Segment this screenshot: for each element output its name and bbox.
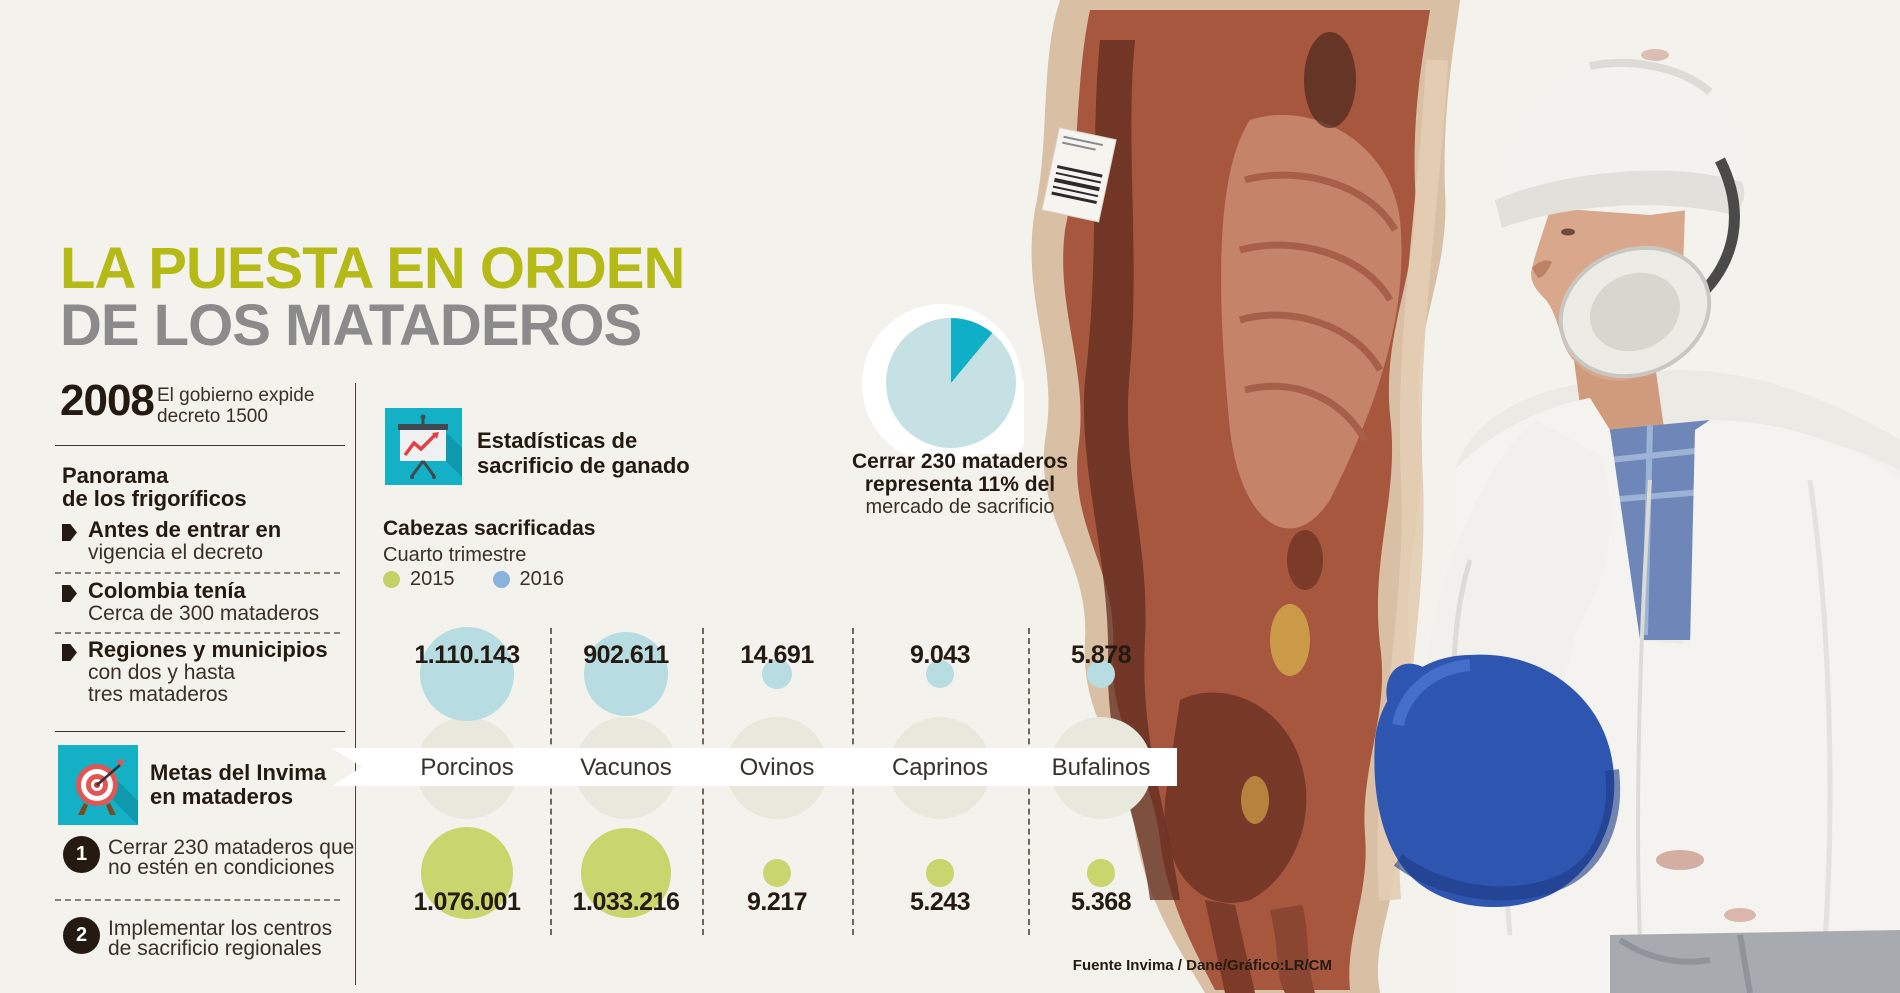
bullet-icon <box>62 644 77 661</box>
year-label: 2008 <box>60 376 155 425</box>
panorama-item-rest: vigencia el decreto <box>88 541 264 564</box>
chart-legend: 2015 2016 <box>383 568 592 591</box>
value-2016-ovinos: 14.691 <box>740 641 814 669</box>
bubble-2015-bufalinos <box>1087 859 1115 887</box>
value-2016-bufalinos: 5.878 <box>1070 641 1132 669</box>
panorama-item: Colombia tenía Cerca de 300 mataderos <box>88 580 319 625</box>
value-2015-caprinos: 5.243 <box>909 888 971 916</box>
metas-item-1: Cerrar 230 mataderos que no estén en con… <box>108 836 355 879</box>
value-2015-bufalinos: 5.368 <box>1070 888 1132 916</box>
bullet-icon <box>62 585 77 602</box>
value-2016-caprinos: 9.043 <box>909 641 971 669</box>
panorama-item-rest: con dos y hasta tres mataderos <box>88 661 236 706</box>
dashed-divider <box>55 572 340 574</box>
pie-chart <box>886 318 1016 448</box>
panorama-item: Antes de entrar en vigencia el decreto <box>88 519 281 564</box>
category-label-caprinos: Caprinos <box>891 754 989 781</box>
bubble-2016-bufalinos <box>1087 660 1115 688</box>
numbered-badge-1: 1 <box>63 836 100 873</box>
panorama-item-bold: Regiones y municipios <box>88 637 328 662</box>
source-credit: Fuente Invima / Dane/Gráfico:LR/CM <box>1072 957 1332 974</box>
vertical-divider <box>355 383 356 985</box>
panorama-item: Regiones y municipios con dos y hasta tre… <box>88 639 328 706</box>
legend-label-2015: 2015 <box>410 568 455 590</box>
category-label-vacunos: Vacunos <box>580 754 672 781</box>
chart-title: Cabezas sacrificadas <box>383 517 596 540</box>
metas-heading: Metas del Invima en mataderos <box>150 760 327 809</box>
pie-caption-rest: mercado de sacrificio <box>865 496 1055 518</box>
metas-item-2: Implementar los centros de sacrificio re… <box>108 917 333 960</box>
target-icon <box>58 745 138 825</box>
barcode-tag <box>1041 127 1117 223</box>
panorama-item-bold: Colombia tenía <box>88 578 246 603</box>
category-ribbon <box>332 748 1177 786</box>
bubble-2016-ovinos <box>761 658 793 690</box>
bubble-2015-ovinos <box>762 858 792 888</box>
value-2015-vacunos: 1.033.216 <box>572 888 680 916</box>
pie-caption-bold: Cerrar 230 mataderos representa 11% del <box>852 450 1068 496</box>
page-title-line2: DE LOS MATADEROS <box>60 293 642 358</box>
divider-rule <box>55 731 345 732</box>
bubble-2016-caprinos <box>925 659 955 689</box>
bubble-2016-porcinos <box>420 627 514 721</box>
chart-presentation-icon <box>385 408 462 485</box>
legend-dot-2015 <box>383 571 400 588</box>
year-description: El gobierno expide decreto 1500 <box>157 385 315 427</box>
category-label-porcinos: Porcinos <box>420 754 514 781</box>
bubble-2015-porcinos <box>420 826 514 920</box>
legend-label-2016: 2016 <box>519 568 565 590</box>
bubble-2015-caprinos <box>926 859 954 887</box>
pie-caption: Cerrar 230 mataderos representa 11% del m… <box>800 450 1120 519</box>
dashed-divider <box>55 632 340 634</box>
panorama-item-rest: Cerca de 300 mataderos <box>88 602 320 625</box>
numbered-badge-2: 2 <box>63 917 100 954</box>
bubble-2016-vacunos <box>583 631 669 717</box>
value-2016-porcinos: 1.110.143 <box>414 641 520 669</box>
dashed-divider <box>55 899 340 901</box>
category-label-ovinos: Ovinos <box>739 754 815 781</box>
bubble-2015-vacunos <box>580 827 672 919</box>
arm-and-glove <box>1374 420 1621 908</box>
legend-dot-2016 <box>492 571 510 588</box>
panorama-item-bold: Antes de entrar en <box>88 517 282 542</box>
panorama-heading: Panorama de los frigoríficos <box>62 463 247 511</box>
value-2015-porcinos: 1.076.001 <box>413 888 521 916</box>
value-2015-ovinos: 9.217 <box>746 888 808 916</box>
value-2016-vacunos: 902.611 <box>583 641 669 669</box>
chart-subtitle: Cuarto trimestre <box>383 544 527 566</box>
category-label-bufalinos: Bufalinos <box>1051 754 1151 781</box>
page-title-line1: LA PUESTA EN ORDEN <box>60 236 685 301</box>
bullet-icon <box>62 524 77 541</box>
stats-heading: Estadísticas de sacrificio de ganado <box>477 428 690 478</box>
divider-rule <box>55 445 345 446</box>
